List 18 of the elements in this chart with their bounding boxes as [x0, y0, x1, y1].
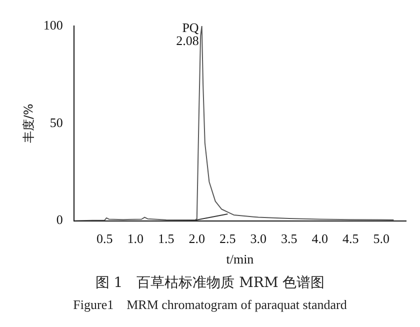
y-tick-label: 0 — [56, 212, 63, 228]
x-tick-label: 3.5 — [281, 231, 298, 246]
x-tick-label: 4.5 — [342, 231, 359, 246]
caption: Figure1 MRM chromatogram of paraquat standard — [72, 296, 348, 314]
annotation: PQ — [182, 20, 200, 35]
y-tick-label: 50 — [50, 114, 63, 130]
y-axis-title: 丰度/% — [21, 104, 36, 144]
x-axis-title: t/min — [226, 252, 254, 267]
x-tick-label: 2.0 — [188, 231, 206, 246]
x-tick-label: 1.0 — [127, 231, 144, 246]
x-tick-label: 0.5 — [96, 231, 113, 246]
caption: 图 1 百草枯标准物质 MRM 色谱图 — [94, 274, 326, 292]
x-tick-label: 2.5 — [220, 231, 236, 246]
x-tick-label: 5.0 — [373, 231, 390, 246]
x-tick-label: 3.0 — [250, 231, 267, 246]
x-tick-label: 1.5 — [158, 231, 174, 246]
y-tick-label: 100 — [43, 17, 63, 32]
x-tick-label: 4.0 — [312, 231, 328, 246]
